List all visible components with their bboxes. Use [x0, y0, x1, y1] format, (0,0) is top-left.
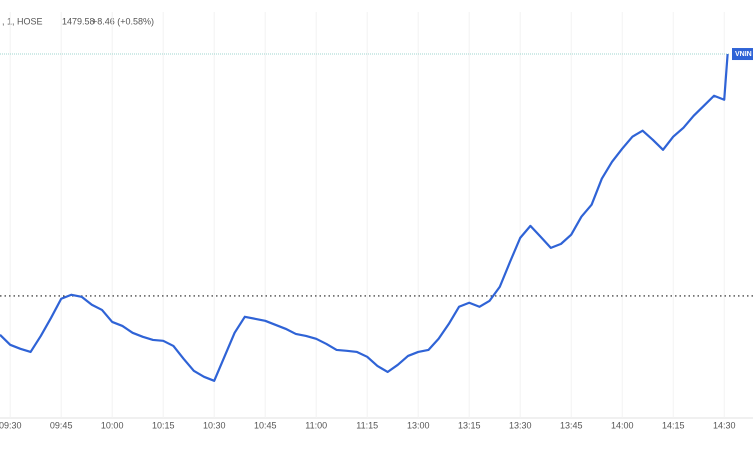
x-tick-label: 11:00: [305, 420, 327, 430]
last-tag: VNIN: [735, 51, 752, 58]
x-tick-label: 13:15: [458, 420, 481, 430]
x-tick-label: 13:45: [560, 420, 583, 430]
x-tick-label: 13:00: [407, 420, 430, 430]
x-tick-label: 11:15: [356, 420, 378, 430]
x-tick-label: 14:15: [662, 420, 685, 430]
x-tick-label: 10:45: [254, 420, 277, 430]
price-line: [0, 53, 729, 382]
header-symbol: , 1, HOSE: [2, 16, 43, 26]
x-tick-label: 09:45: [50, 420, 73, 430]
last-tag-box: [732, 48, 753, 61]
x-tick-label: 13:30: [509, 420, 532, 430]
header-last: 1479.58: [62, 16, 95, 26]
x-tick-label: 10:00: [101, 420, 124, 430]
x-tick-label: 14:30: [713, 420, 736, 430]
header-change: +8.46 (+0.58%): [92, 16, 154, 26]
x-tick-label: 10:15: [152, 420, 175, 430]
x-tick-label: 09:30: [0, 420, 21, 430]
x-tick-label: 14:00: [611, 420, 634, 430]
x-tick-label: 10:30: [203, 420, 226, 430]
